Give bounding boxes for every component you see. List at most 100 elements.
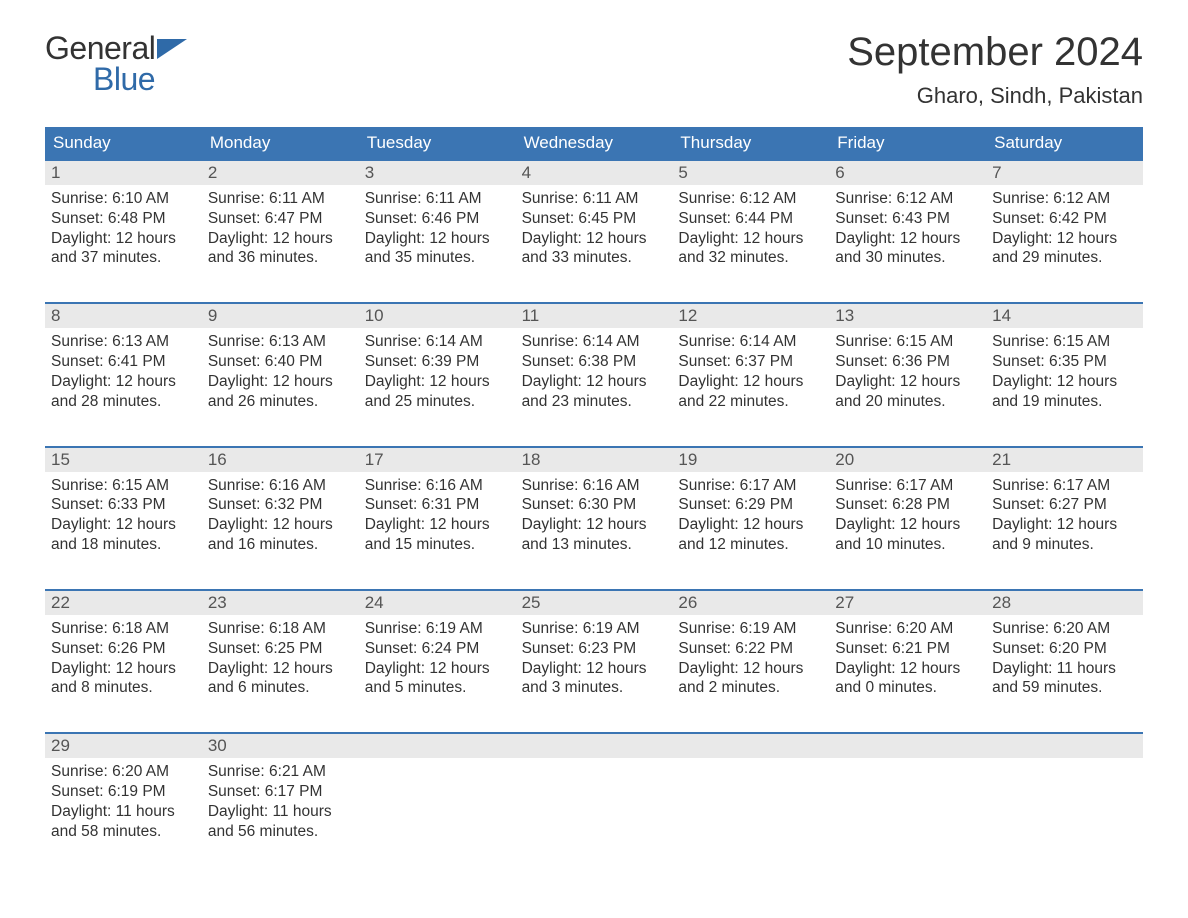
day-body: Sunrise: 6:19 AMSunset: 6:22 PMDaylight:… (672, 615, 829, 704)
day-sunset: Sunset: 6:32 PM (208, 495, 353, 515)
day-number (986, 734, 1143, 758)
day-number: 21 (986, 448, 1143, 472)
day-sunrise: Sunrise: 6:12 AM (835, 189, 980, 209)
day-cell: 4Sunrise: 6:11 AMSunset: 6:45 PMDaylight… (516, 161, 673, 274)
day-sunrise: Sunrise: 6:14 AM (678, 332, 823, 352)
day-body: Sunrise: 6:11 AMSunset: 6:47 PMDaylight:… (202, 185, 359, 274)
day-dl2: and 20 minutes. (835, 392, 980, 412)
day-dl2: and 6 minutes. (208, 678, 353, 698)
day-cell: 5Sunrise: 6:12 AMSunset: 6:44 PMDaylight… (672, 161, 829, 274)
day-cell: 8Sunrise: 6:13 AMSunset: 6:41 PMDaylight… (45, 304, 202, 417)
day-sunset: Sunset: 6:33 PM (51, 495, 196, 515)
day-dl1: Daylight: 12 hours (365, 659, 510, 679)
week-row: 29Sunrise: 6:20 AMSunset: 6:19 PMDayligh… (45, 732, 1143, 847)
day-sunrise: Sunrise: 6:20 AM (51, 762, 196, 782)
day-dl1: Daylight: 12 hours (992, 229, 1137, 249)
day-body: Sunrise: 6:11 AMSunset: 6:46 PMDaylight:… (359, 185, 516, 274)
day-body: Sunrise: 6:19 AMSunset: 6:23 PMDaylight:… (516, 615, 673, 704)
dow-cell: Sunday (45, 127, 202, 159)
day-dl1: Daylight: 12 hours (51, 229, 196, 249)
day-sunrise: Sunrise: 6:15 AM (51, 476, 196, 496)
day-cell: 22Sunrise: 6:18 AMSunset: 6:26 PMDayligh… (45, 591, 202, 704)
day-cell: 27Sunrise: 6:20 AMSunset: 6:21 PMDayligh… (829, 591, 986, 704)
day-cell: 1Sunrise: 6:10 AMSunset: 6:48 PMDaylight… (45, 161, 202, 274)
day-sunrise: Sunrise: 6:20 AM (992, 619, 1137, 639)
day-sunset: Sunset: 6:25 PM (208, 639, 353, 659)
day-sunset: Sunset: 6:45 PM (522, 209, 667, 229)
day-number: 26 (672, 591, 829, 615)
day-dl2: and 16 minutes. (208, 535, 353, 555)
day-body: Sunrise: 6:12 AMSunset: 6:44 PMDaylight:… (672, 185, 829, 274)
day-sunset: Sunset: 6:17 PM (208, 782, 353, 802)
day-body: Sunrise: 6:16 AMSunset: 6:31 PMDaylight:… (359, 472, 516, 561)
day-dl2: and 0 minutes. (835, 678, 980, 698)
day-dl2: and 22 minutes. (678, 392, 823, 412)
day-dl2: and 15 minutes. (365, 535, 510, 555)
week-spacer (45, 561, 1143, 589)
day-body: Sunrise: 6:14 AMSunset: 6:38 PMDaylight:… (516, 328, 673, 417)
day-cell (829, 734, 986, 847)
day-dl1: Daylight: 12 hours (678, 659, 823, 679)
day-sunset: Sunset: 6:29 PM (678, 495, 823, 515)
week-spacer (45, 274, 1143, 302)
day-sunset: Sunset: 6:47 PM (208, 209, 353, 229)
day-sunrise: Sunrise: 6:16 AM (365, 476, 510, 496)
day-sunrise: Sunrise: 6:20 AM (835, 619, 980, 639)
day-body: Sunrise: 6:20 AMSunset: 6:21 PMDaylight:… (829, 615, 986, 704)
week-row: 22Sunrise: 6:18 AMSunset: 6:26 PMDayligh… (45, 589, 1143, 704)
day-sunset: Sunset: 6:38 PM (522, 352, 667, 372)
location-subtitle: Gharo, Sindh, Pakistan (847, 83, 1143, 109)
day-dl1: Daylight: 12 hours (992, 515, 1137, 535)
day-sunset: Sunset: 6:40 PM (208, 352, 353, 372)
day-number: 19 (672, 448, 829, 472)
dow-cell: Tuesday (359, 127, 516, 159)
day-body: Sunrise: 6:15 AMSunset: 6:36 PMDaylight:… (829, 328, 986, 417)
day-cell: 26Sunrise: 6:19 AMSunset: 6:22 PMDayligh… (672, 591, 829, 704)
day-dl1: Daylight: 11 hours (992, 659, 1137, 679)
day-number: 30 (202, 734, 359, 758)
dow-cell: Friday (829, 127, 986, 159)
day-number: 23 (202, 591, 359, 615)
day-dl1: Daylight: 12 hours (522, 515, 667, 535)
day-number: 27 (829, 591, 986, 615)
day-body: Sunrise: 6:20 AMSunset: 6:19 PMDaylight:… (45, 758, 202, 847)
day-number (359, 734, 516, 758)
day-cell: 16Sunrise: 6:16 AMSunset: 6:32 PMDayligh… (202, 448, 359, 561)
day-sunset: Sunset: 6:28 PM (835, 495, 980, 515)
day-dl2: and 13 minutes. (522, 535, 667, 555)
day-cell: 7Sunrise: 6:12 AMSunset: 6:42 PMDaylight… (986, 161, 1143, 274)
day-number: 3 (359, 161, 516, 185)
week-spacer (45, 418, 1143, 446)
day-sunset: Sunset: 6:41 PM (51, 352, 196, 372)
day-sunrise: Sunrise: 6:14 AM (522, 332, 667, 352)
day-number: 2 (202, 161, 359, 185)
day-dl2: and 19 minutes. (992, 392, 1137, 412)
day-sunrise: Sunrise: 6:21 AM (208, 762, 353, 782)
day-number: 6 (829, 161, 986, 185)
day-cell: 6Sunrise: 6:12 AMSunset: 6:43 PMDaylight… (829, 161, 986, 274)
day-sunset: Sunset: 6:46 PM (365, 209, 510, 229)
day-sunset: Sunset: 6:44 PM (678, 209, 823, 229)
day-number: 18 (516, 448, 673, 472)
day-sunset: Sunset: 6:30 PM (522, 495, 667, 515)
day-cell: 10Sunrise: 6:14 AMSunset: 6:39 PMDayligh… (359, 304, 516, 417)
day-sunset: Sunset: 6:22 PM (678, 639, 823, 659)
day-cell: 13Sunrise: 6:15 AMSunset: 6:36 PMDayligh… (829, 304, 986, 417)
day-cell: 24Sunrise: 6:19 AMSunset: 6:24 PMDayligh… (359, 591, 516, 704)
day-body: Sunrise: 6:18 AMSunset: 6:25 PMDaylight:… (202, 615, 359, 704)
day-number: 24 (359, 591, 516, 615)
day-dl2: and 59 minutes. (992, 678, 1137, 698)
day-dl1: Daylight: 12 hours (51, 515, 196, 535)
day-dl2: and 56 minutes. (208, 822, 353, 842)
day-dl1: Daylight: 12 hours (208, 659, 353, 679)
day-cell: 30Sunrise: 6:21 AMSunset: 6:17 PMDayligh… (202, 734, 359, 847)
day-sunrise: Sunrise: 6:18 AM (208, 619, 353, 639)
day-sunrise: Sunrise: 6:14 AM (365, 332, 510, 352)
day-number (672, 734, 829, 758)
day-dl1: Daylight: 12 hours (365, 372, 510, 392)
day-sunset: Sunset: 6:31 PM (365, 495, 510, 515)
day-number: 10 (359, 304, 516, 328)
day-sunset: Sunset: 6:26 PM (51, 639, 196, 659)
day-sunrise: Sunrise: 6:15 AM (992, 332, 1137, 352)
day-dl2: and 3 minutes. (522, 678, 667, 698)
